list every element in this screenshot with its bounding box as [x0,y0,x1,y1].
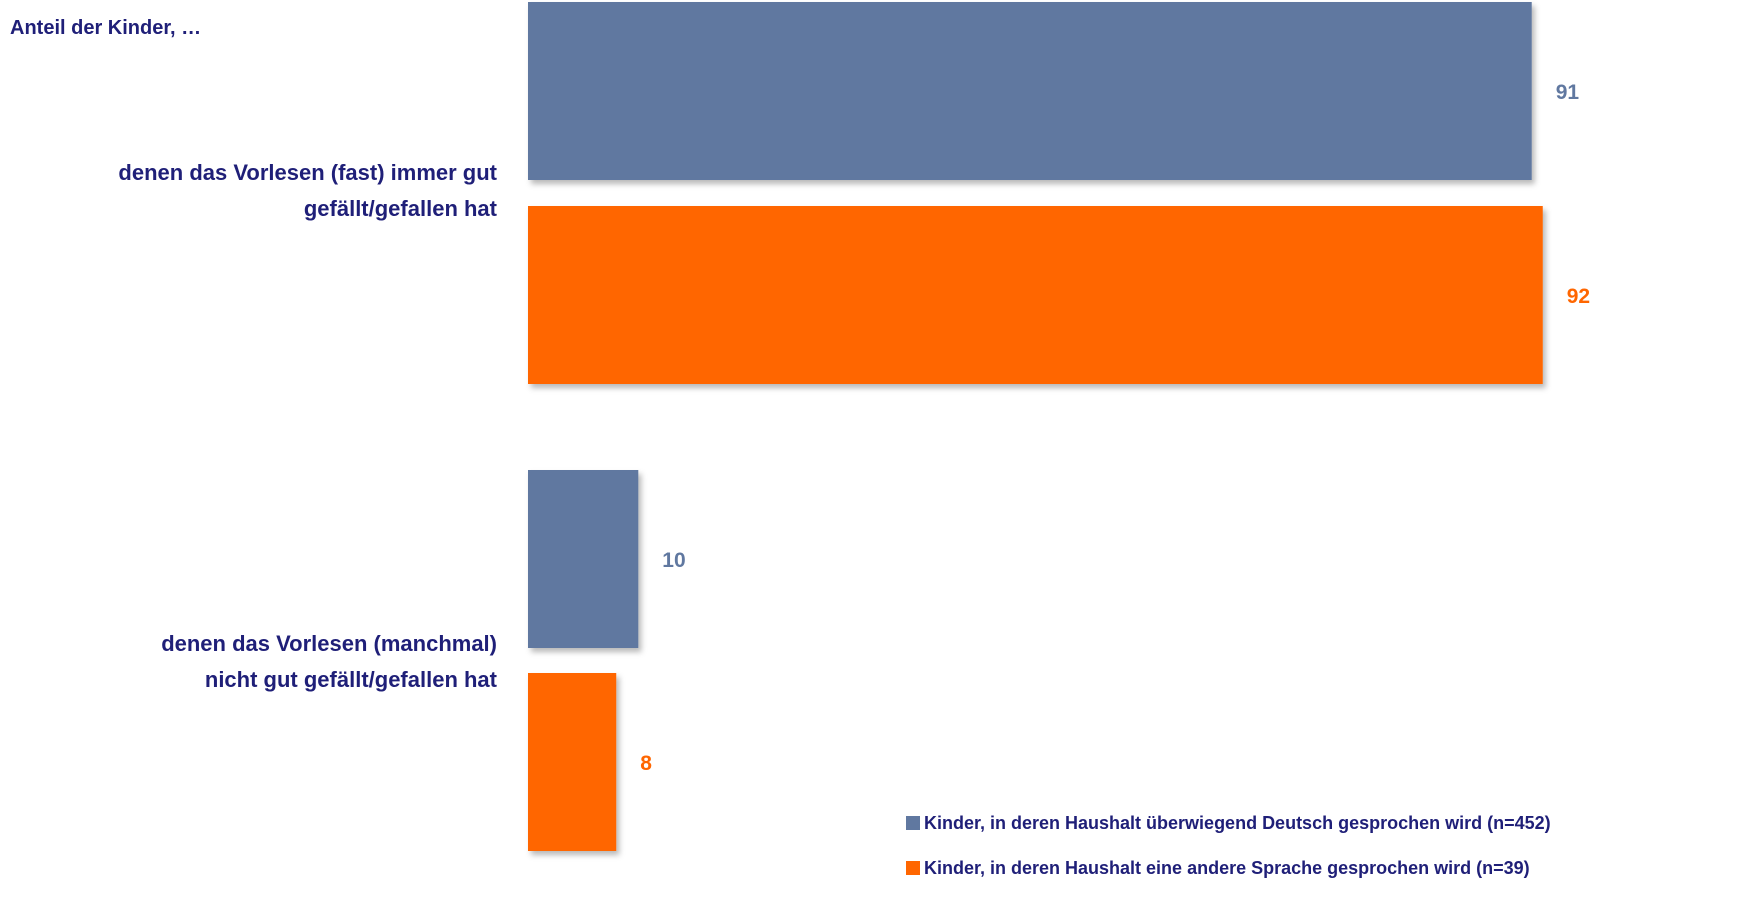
bars [528,2,1543,851]
legend: Kinder, in deren Haushalt überwiegend De… [906,812,1551,902]
category-label: denen das Vorlesen (fast) immer gut gefäl… [118,160,497,221]
legend-label: Kinder, in deren Haushalt überwiegend De… [924,812,1551,833]
chart-subtitle: Anteil der Kinder, … [10,17,201,39]
category-labels: denen das Vorlesen (fast) immer gut gefäl… [118,160,497,692]
data-labels: 91 10 92 8 [640,81,1590,775]
legend-item: Kinder, in deren Haushalt eine andere Sp… [906,857,1551,879]
category-label: denen das Vorlesen (manchmal) nicht gut g… [161,631,497,692]
category-label-line: nicht gut gefällt/gefallen hat [205,667,498,692]
bar [528,470,639,648]
legend-item: Kinder, in deren Haushalt überwiegend De… [906,812,1551,834]
legend-label: Kinder, in deren Haushalt eine andere Sp… [924,857,1530,878]
data-label: 8 [640,752,652,775]
data-label: 10 [662,549,685,572]
legend-swatch [906,861,920,875]
bar [528,206,1543,384]
bar [528,2,1532,180]
category-label-line: denen das Vorlesen (fast) immer gut [118,160,497,185]
category-label-line: gefällt/gefallen hat [304,196,498,221]
bar [528,673,617,851]
legend-swatch [906,816,920,830]
data-label: 91 [1556,81,1580,104]
data-label: 92 [1567,285,1590,308]
category-label-line: denen das Vorlesen (manchmal) [161,631,497,656]
